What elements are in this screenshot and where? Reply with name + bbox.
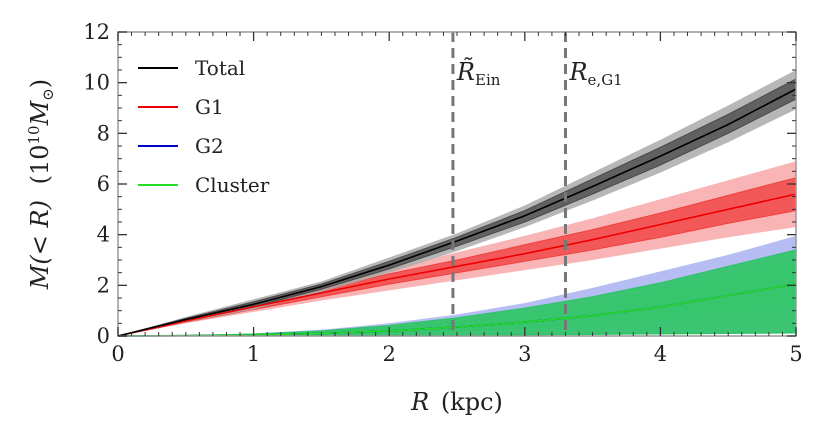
cluster-median-line (117, 283, 797, 337)
reference-line-label-1: R̃Ein (456, 58, 501, 89)
legend-label-g2: G2 (195, 134, 224, 158)
legend-label-cluster: Cluster (195, 173, 270, 197)
x-axis-title: R (kpc) (410, 388, 503, 416)
x-tick-label: 1 (247, 342, 260, 366)
legend: Total G1 G2 Cluster (138, 56, 270, 197)
median-lines (117, 88, 797, 337)
total-band-68-upper-edge (117, 78, 797, 337)
x-tick-label: 4 (654, 342, 667, 366)
y-tick-label: 4 (97, 223, 110, 247)
reference-line-label-2: Re,G1 (568, 58, 622, 89)
x-tick-label: 5 (789, 342, 802, 366)
x-tick-label: 0 (111, 342, 124, 366)
x-tick-label: 2 (383, 342, 396, 366)
reference-line-labels: R̃Ein Re,G1 (456, 58, 623, 89)
x-tick-label: 3 (518, 342, 531, 366)
y-tick-label: 6 (97, 172, 110, 196)
y-tick-label: 0 (97, 324, 110, 348)
total-median-line (117, 88, 797, 337)
y-axis-title: M(< R) (1010M⊙) (25, 79, 57, 290)
legend-label-g1: G1 (195, 95, 224, 119)
reference-lines (451, 32, 567, 336)
legend-label-total: Total (195, 56, 245, 80)
y-tick-label: 8 (97, 121, 110, 145)
axis-ticks (117, 31, 797, 337)
cluster-band-68 (118, 249, 796, 336)
y-tick-label: 12 (83, 20, 110, 44)
y-tick-label: 10 (83, 71, 110, 95)
y-tick-label: 2 (97, 273, 110, 297)
g1-median-line (117, 193, 797, 337)
